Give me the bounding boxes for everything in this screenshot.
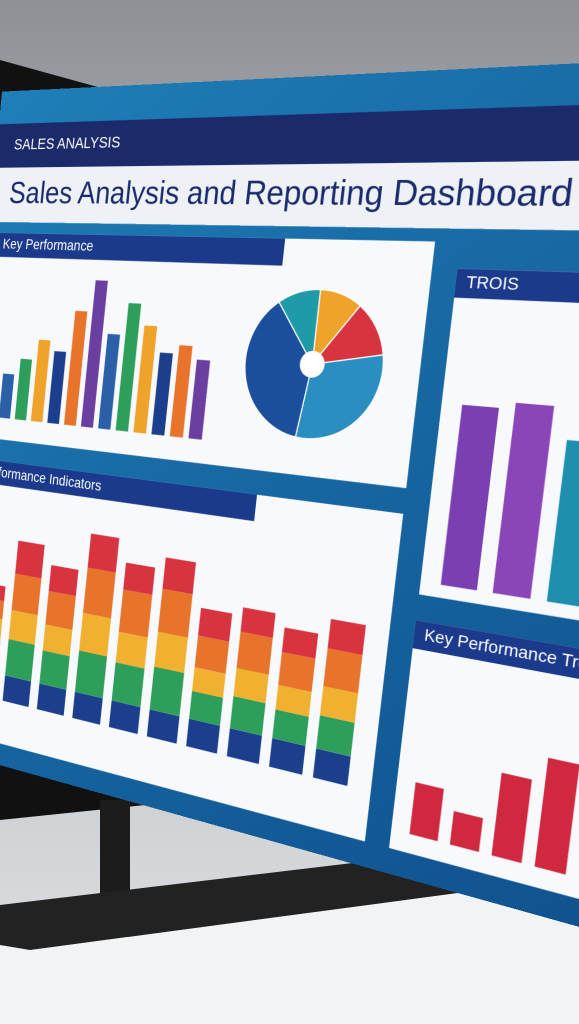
stacked-segment: [9, 610, 38, 645]
panel-title: Key Performance: [2, 236, 94, 254]
stacked-segment: [119, 590, 152, 638]
stacked-segment: [323, 648, 362, 693]
stacked-segment: [123, 563, 155, 595]
stacked-segment: [12, 574, 42, 616]
stacked-segment: [158, 589, 193, 638]
header-label: SALES ANALYSIS: [13, 133, 121, 153]
stacked-segment: [83, 568, 116, 619]
panel-title: TROIS: [465, 273, 520, 294]
stacked-segment: [39, 650, 69, 689]
stacked-segment: [112, 662, 145, 707]
stacked-segment: [15, 541, 45, 579]
stacked-segment: [162, 557, 196, 594]
stacked-segment: [195, 636, 230, 674]
stacked-segment: [278, 652, 315, 692]
stacked-segment: [79, 613, 111, 657]
stacked-segment: [5, 639, 35, 681]
stacked-segment: [116, 632, 148, 669]
stacked-segment: [75, 651, 107, 699]
stacked-segment: [49, 565, 79, 596]
stacked-segment: [237, 632, 273, 675]
stacked-segment: [45, 591, 75, 630]
stand-neck: [100, 800, 130, 900]
stacked-segment: [154, 632, 188, 673]
stacked-segment: [88, 534, 120, 573]
page-title: Sales Analysis and Reporting Dashboard: [8, 171, 576, 214]
stacked-segment: [150, 667, 184, 717]
